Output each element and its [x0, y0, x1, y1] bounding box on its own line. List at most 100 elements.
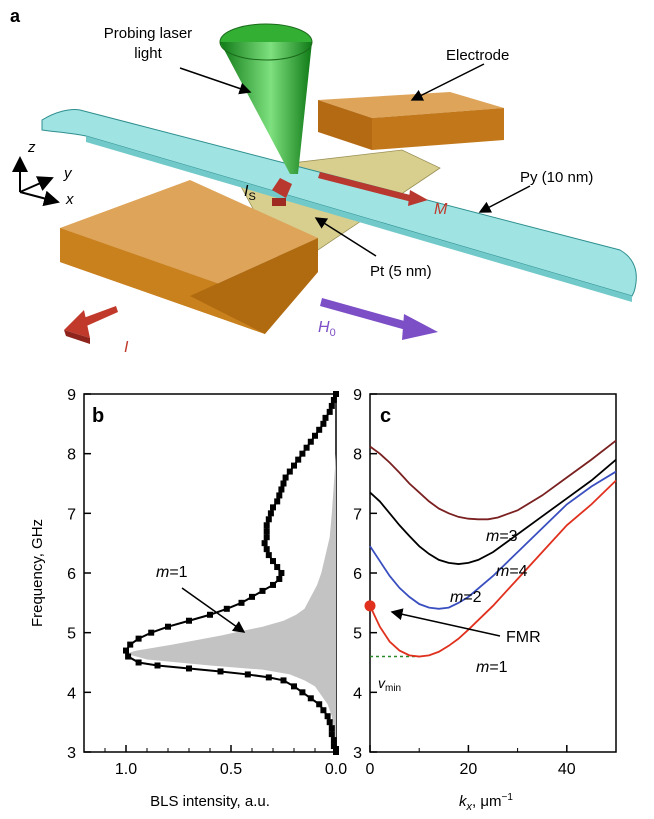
- bls-data-point: [207, 611, 213, 618]
- bls-data-point: [328, 725, 335, 732]
- panel-b-frame: [83, 393, 337, 753]
- bls-data-point: [322, 414, 329, 421]
- bls-data-point: [328, 731, 335, 738]
- fmr-point: [364, 600, 376, 612]
- bls-data-point: [328, 402, 335, 409]
- dispersion-curve-m3: [369, 458, 617, 565]
- panel-c-ytick-label: 6: [353, 566, 362, 583]
- bls-data-point: [326, 719, 333, 726]
- panel-b-chart: 3 4 5 6 7 8 9 1.0 0.5 0.0 b m=1 Frequency, GHz BL…: [29, 387, 347, 810]
- bls-data-point: [263, 528, 270, 535]
- panel-b-line-layer: [123, 391, 339, 755]
- bls-data-point: [303, 444, 310, 451]
- py-pointer: [478, 185, 531, 213]
- panel-b-xtick-label: 0.5: [220, 761, 242, 778]
- bls-data-point: [295, 456, 302, 463]
- bls-data-point: [217, 668, 224, 675]
- bls-data-point: [274, 564, 281, 571]
- panel-b-ytick-label: 5: [67, 626, 76, 643]
- bls-data-point: [265, 552, 272, 559]
- laser-pointer: [179, 67, 252, 95]
- pt-pointer: [314, 217, 377, 257]
- bls-data-point: [125, 653, 132, 660]
- dispersion-curve-m4: [369, 439, 617, 521]
- fmr-label: FMR: [506, 629, 541, 646]
- panel-b-ytick-label: 8: [67, 447, 76, 464]
- m-label: M: [434, 201, 448, 218]
- panel-a-schematic: a: [10, 6, 637, 356]
- bls-data-point: [324, 713, 331, 720]
- panel-c-letter: c: [380, 405, 391, 427]
- bls-data-point: [186, 665, 192, 672]
- bls-data-point: [259, 587, 266, 594]
- bls-data-point: [154, 662, 161, 669]
- electrode-label: Electrode: [446, 47, 509, 64]
- i-label: I: [124, 339, 129, 356]
- bls-data-point: [123, 647, 129, 654]
- axis-y-arrow: [19, 176, 54, 193]
- panel-c-axes-layer: 3 4 5 6 7 8 9 0 20 40: [353, 387, 576, 778]
- bls-data-point: [276, 492, 283, 499]
- bls-data-point: [270, 581, 276, 588]
- panel-b-ytick-label: 4: [67, 685, 76, 702]
- bls-data-point: [291, 462, 297, 469]
- panel-b-annotation-arrow: [181, 587, 246, 633]
- electrode-front: [60, 180, 318, 334]
- panel-a-letter: a: [10, 6, 21, 26]
- bls-data-point: [135, 635, 142, 642]
- bls-data-point: [330, 737, 337, 744]
- bls-data-point: [263, 546, 270, 553]
- axis-y-label: y: [63, 165, 73, 182]
- axis-x-arrow: [19, 190, 60, 207]
- panel-c-ytick-label: 3: [353, 745, 362, 762]
- bls-data-point: [265, 674, 272, 681]
- spin-current-arrow: [272, 178, 292, 206]
- panel-c-ytick-label: 4: [353, 685, 362, 702]
- bls-data-point: [299, 689, 306, 696]
- bls-data-point: [186, 617, 192, 624]
- h0-label: H0: [318, 319, 336, 339]
- bls-data-point: [263, 522, 270, 529]
- panel-b-letter: b: [92, 405, 104, 427]
- is-label: IS: [244, 183, 256, 203]
- bls-data-point: [291, 683, 297, 690]
- bls-data-point: [280, 480, 287, 487]
- bls-data-point: [276, 575, 283, 582]
- bls-data-point: [165, 623, 171, 630]
- panel-c-line-layer: [364, 439, 617, 658]
- magnetization-arrow: [318, 172, 428, 206]
- bls-data-point: [307, 695, 314, 702]
- axis-z-label: z: [27, 139, 36, 156]
- dispersion-curve-m1: [369, 479, 617, 658]
- panel-b-annotation: m=1: [156, 564, 188, 581]
- bls-data-point: [270, 504, 276, 511]
- bls-data-point: [238, 599, 245, 606]
- panel-b-xlabel: BLS intensity, a.u.: [150, 793, 270, 810]
- panel-c-xlabel: kx, μm−1: [459, 792, 513, 813]
- bls-data-point: [330, 396, 337, 403]
- electrode-pointer: [410, 63, 485, 101]
- panel-b-ytick-label: 6: [67, 566, 76, 583]
- electrode-back: [318, 92, 504, 150]
- axis-x-label: x: [65, 191, 74, 208]
- laser-cone: [219, 23, 313, 174]
- panel-b-ytick-label: 9: [67, 387, 76, 404]
- panel-c-ytick-label: 9: [353, 387, 362, 404]
- curve-label-m2: m=2: [450, 589, 482, 606]
- bls-data-point: [316, 701, 323, 708]
- charge-current-arrow: [64, 306, 118, 344]
- curve-label-m4: m=4: [496, 563, 528, 580]
- bls-data-point: [320, 707, 327, 714]
- panel-c-xtick-label: 0: [366, 761, 375, 778]
- dispersion-curve-m2: [369, 470, 617, 610]
- bls-data-point: [278, 570, 285, 576]
- bls-data-point: [274, 498, 281, 505]
- panel-b-axes-layer: 3 4 5 6 7 8 9 1.0 0.5 0.0: [67, 387, 347, 778]
- bls-data-point: [333, 391, 339, 397]
- axes-triad: [12, 156, 60, 207]
- curve-label-m1: m=1: [476, 659, 508, 676]
- bls-data-point: [307, 438, 314, 445]
- bls-data-point: [135, 659, 142, 666]
